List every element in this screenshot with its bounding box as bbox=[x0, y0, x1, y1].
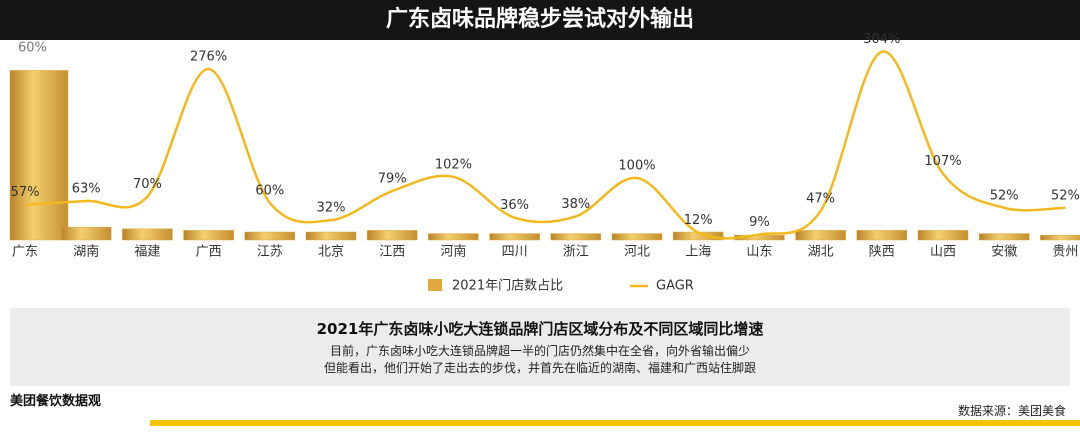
value-label: 100% bbox=[618, 159, 655, 174]
brand: 美团餐饮数据观 bbox=[10, 394, 102, 409]
x-tick-label: 河北 bbox=[624, 245, 650, 260]
chart: 15%30%45%60%57%63%70%276%60%32%79%102%36… bbox=[9, 32, 1080, 294]
legend-label: GAGR bbox=[656, 279, 694, 294]
x-tick-label: 福建 bbox=[134, 245, 160, 260]
x-tick-label: 河南 bbox=[440, 244, 466, 260]
x-tick-label: 江苏 bbox=[257, 244, 283, 260]
value-label: 276% bbox=[190, 50, 227, 65]
bar bbox=[856, 230, 908, 241]
bar bbox=[366, 230, 418, 241]
bar bbox=[9, 70, 69, 241]
value-label: 60% bbox=[255, 183, 284, 198]
value-label: 36% bbox=[500, 198, 529, 213]
bar bbox=[489, 233, 540, 241]
bar bbox=[917, 230, 969, 241]
x-tick-label: 广东 bbox=[12, 245, 38, 260]
caption-line: 但能看出，他们开始了走出去的步伐，并首先在临近的湖南、福建和广西站住脚跟 bbox=[323, 361, 756, 375]
x-tick-label: 四川 bbox=[502, 245, 528, 260]
x-tick-label: 贵州 bbox=[1052, 245, 1078, 260]
x-tick-label: 上海 bbox=[685, 245, 711, 260]
bar bbox=[60, 226, 112, 241]
bar bbox=[244, 231, 296, 241]
legend-swatch bbox=[428, 279, 442, 291]
y-tick-label: 60% bbox=[18, 41, 47, 56]
stripe bbox=[150, 420, 1080, 426]
x-tick-label: 湖北 bbox=[808, 245, 834, 260]
value-label: 12% bbox=[684, 213, 713, 228]
caption-title: 2021年广东卤味小吃大连锁品牌门店区域分布及不同区域同比增速 bbox=[316, 320, 764, 338]
source: 数据来源：美团美食 bbox=[957, 404, 1066, 418]
value-label: 38% bbox=[561, 197, 590, 212]
bar bbox=[1040, 234, 1080, 241]
bar bbox=[122, 228, 173, 241]
bar bbox=[550, 233, 602, 241]
value-label: 52% bbox=[1051, 188, 1080, 203]
gagr-line bbox=[24, 50, 1066, 240]
bar bbox=[978, 233, 1030, 241]
legend-label: 2021年门店数占比 bbox=[452, 279, 563, 294]
x-tick-label: 山东 bbox=[746, 245, 772, 260]
bar bbox=[611, 233, 663, 241]
bar bbox=[428, 233, 479, 241]
caption: 2021年广东卤味小吃大连锁品牌门店区域分布及不同区域同比增速 目前，广东卤味小… bbox=[10, 308, 1070, 386]
value-label: 63% bbox=[72, 181, 101, 196]
value-label: 9% bbox=[749, 215, 770, 230]
banner-title: 广东卤味品牌稳步尝试对外输出 bbox=[0, 0, 1080, 40]
value-label: 47% bbox=[806, 191, 835, 206]
bar bbox=[183, 230, 234, 241]
x-tick-label: 广西 bbox=[196, 245, 222, 260]
value-label: 304% bbox=[863, 32, 900, 47]
x-tick-label: 山西 bbox=[930, 245, 956, 260]
x-tick-label: 北京 bbox=[318, 245, 344, 260]
value-label: 70% bbox=[133, 177, 162, 192]
x-tick-label: 陕西 bbox=[869, 245, 895, 260]
x-tick-label: 浙江 bbox=[563, 245, 589, 260]
x-tick-label: 江西 bbox=[379, 245, 405, 260]
x-tick-label: 安徽 bbox=[991, 245, 1017, 260]
value-label: 57% bbox=[11, 185, 40, 200]
value-label: 32% bbox=[317, 201, 346, 216]
value-label: 52% bbox=[990, 188, 1019, 203]
value-label: 107% bbox=[924, 154, 961, 169]
bar bbox=[305, 231, 357, 241]
x-tick-label: 湖南 bbox=[73, 244, 99, 260]
bar bbox=[795, 230, 846, 241]
caption-line: 目前，广东卤味小吃大连锁品牌超一半的门店仍然集中在全省，向外省输出偏少 bbox=[329, 344, 750, 358]
value-label: 102% bbox=[435, 157, 472, 172]
value-label: 79% bbox=[378, 172, 407, 187]
